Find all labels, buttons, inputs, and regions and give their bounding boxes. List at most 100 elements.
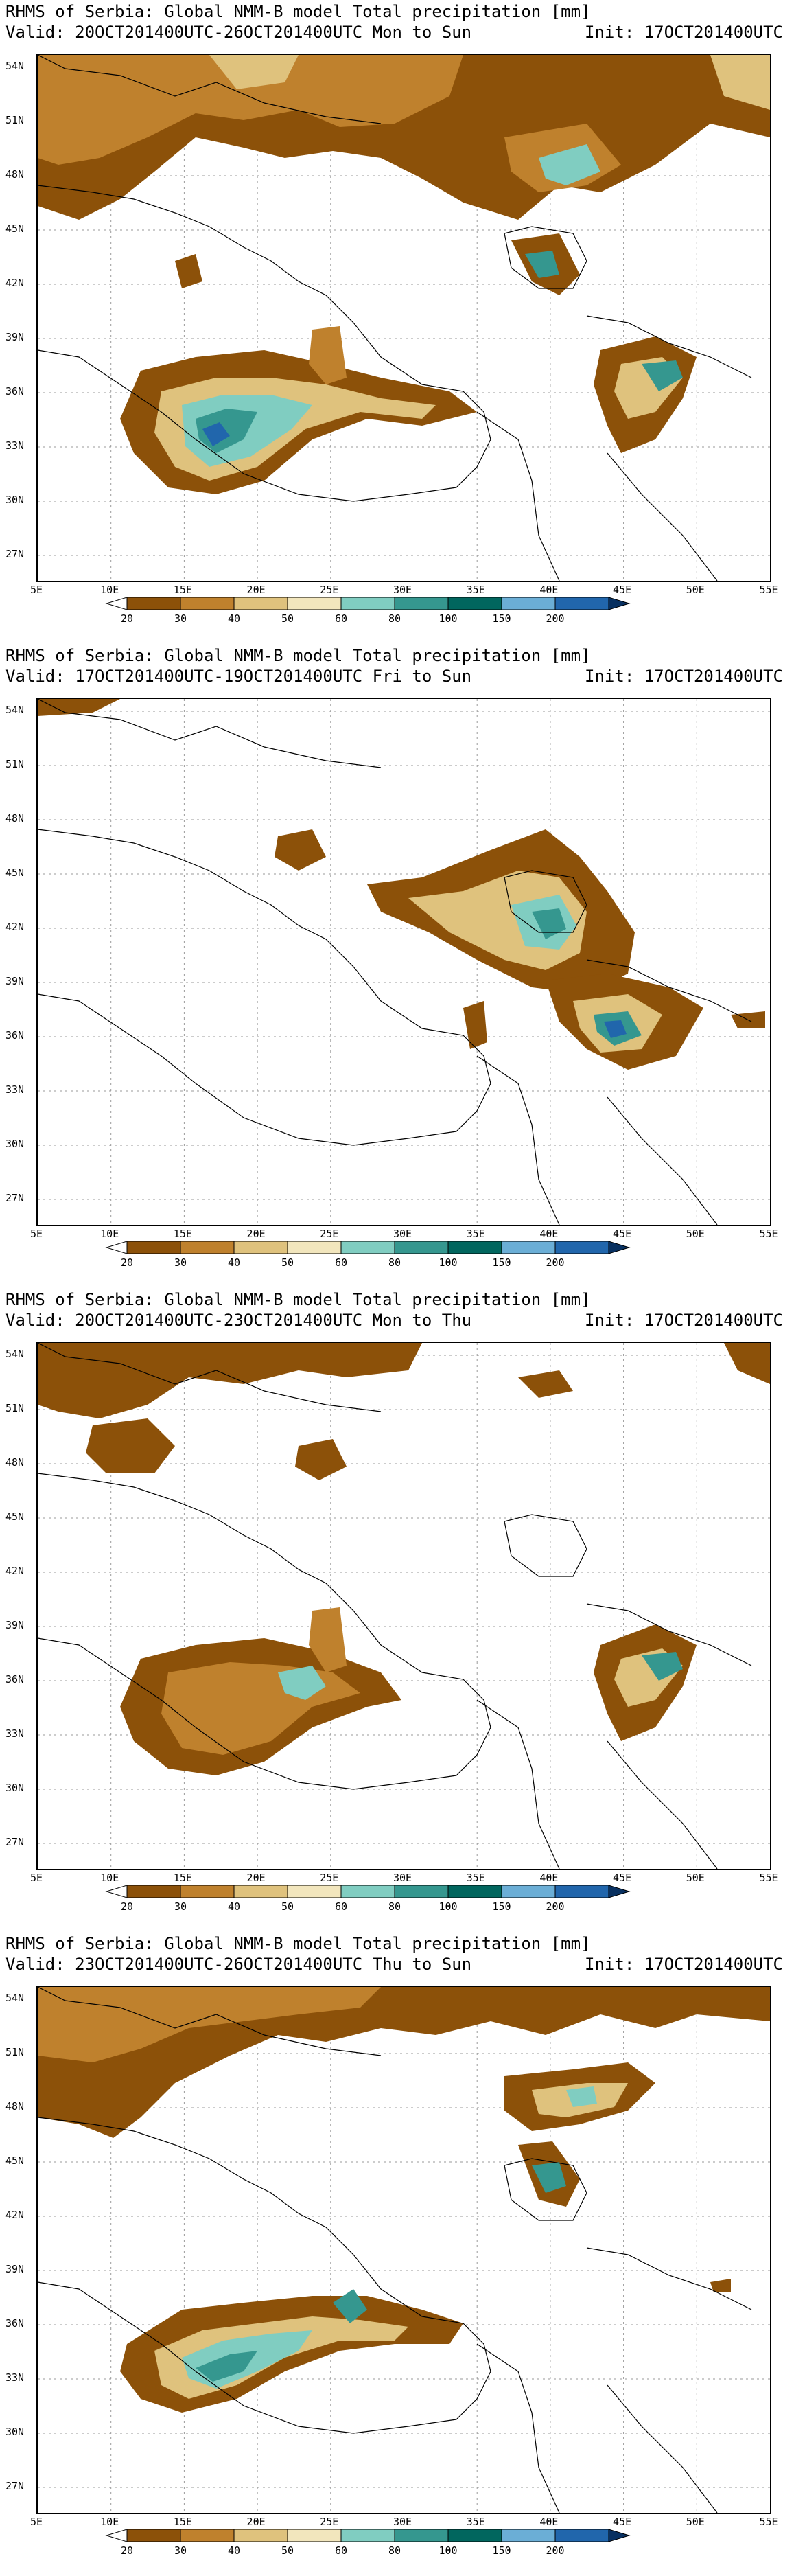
precip-area — [38, 1987, 381, 2062]
lat-tick-label: 39N — [5, 975, 25, 987]
lon-tick-label: 35E — [466, 1228, 485, 1240]
lat-tick-label: 54N — [5, 60, 25, 72]
colorbar-bin — [340, 1885, 395, 1898]
precip-area — [309, 1607, 347, 1672]
colorbar-label: 100 — [439, 2544, 458, 2557]
colorbar-label: 40 — [227, 1256, 241, 1269]
lon-tick-label: 15E — [173, 584, 192, 596]
colorbar-label: 40 — [227, 612, 241, 625]
colorbar-label: 20 — [120, 612, 134, 625]
colorbar-high-extension — [608, 1241, 631, 1254]
colorbar-bin — [501, 2529, 556, 2542]
lat-tick-label: 30N — [5, 494, 25, 506]
map-panel: RHMS of Serbia: Global NMM-B model Total… — [0, 644, 794, 1288]
lon-tick-label: 45E — [613, 1872, 632, 1884]
colorbar-label: 50 — [281, 1256, 294, 1269]
precip-area — [525, 251, 559, 278]
lon-tick-label: 20E — [246, 584, 266, 596]
lon-tick-label: 45E — [613, 1228, 632, 1240]
precip-area — [38, 1343, 422, 1418]
lat-tick-label: 54N — [5, 1348, 25, 1360]
lat-tick-label: 54N — [5, 704, 25, 716]
lon-tick-label: 55E — [759, 1228, 778, 1240]
colorbar-bin — [233, 2529, 288, 2542]
colorbar-bin — [394, 2529, 449, 2542]
lat-tick-label: 45N — [5, 222, 25, 235]
colorbar-swatches — [105, 2529, 631, 2542]
colorbar-bin — [447, 1241, 502, 1254]
colorbar-bin — [340, 1241, 395, 1254]
precipitation-field — [38, 55, 770, 494]
panel-valid-period: Valid: 17OCT201400UTC-19OCT201400UTC Fri… — [5, 667, 472, 686]
precip-area — [202, 422, 230, 446]
map-panel: RHMS of Serbia: Global NMM-B model Total… — [0, 1932, 794, 2576]
colorbar-bin — [447, 1885, 502, 1898]
colorbar-swatches — [105, 1885, 631, 1898]
lon-tick-label: 50E — [686, 1228, 705, 1240]
precipitation-map — [36, 1342, 771, 1870]
colorbar-bin — [180, 1885, 235, 1898]
lat-tick-label: 36N — [5, 1673, 25, 1686]
colorbar-label: 60 — [334, 612, 348, 625]
lon-tick-label: 35E — [466, 584, 485, 596]
colorbar-bin — [180, 1241, 235, 1254]
lat-tick-label: 45N — [5, 1510, 25, 1523]
colorbar-bin — [180, 597, 235, 610]
precip-area — [295, 1439, 347, 1480]
colorbar-label: 20 — [120, 1900, 134, 1913]
colorbar-label: 60 — [334, 1900, 348, 1913]
lon-tick-label: 45E — [613, 2516, 632, 2528]
lon-tick-label: 10E — [100, 1228, 119, 1240]
colorbar: 20 30 40 50 60 80 100 150 200 — [0, 1240, 794, 1281]
colorbar-label: 60 — [334, 1256, 348, 1269]
panel-title: RHMS of Serbia: Global NMM-B model Total… — [5, 1934, 591, 1953]
colorbar-bin — [233, 597, 288, 610]
colorbar: 20 30 40 50 60 80 100 150 200 — [0, 1884, 794, 1925]
lon-lat-grid — [38, 699, 770, 1225]
colorbar-label: 20 — [120, 1256, 134, 1269]
colorbar-high-extension — [608, 597, 631, 610]
colorbar: 20 30 40 50 60 80 100 150 200 — [0, 2528, 794, 2569]
colorbar-high-extension — [608, 1885, 631, 1898]
colorbar-label: 100 — [439, 612, 458, 625]
coastlines — [38, 1987, 752, 2513]
colorbar-label: 80 — [388, 2544, 401, 2557]
lon-tick-label: 50E — [686, 1872, 705, 1884]
colorbar-label: 100 — [439, 1256, 458, 1269]
colorbar-label: 30 — [174, 612, 187, 625]
colorbar-low-extension — [105, 2529, 128, 2542]
map-canvas — [38, 55, 770, 581]
precip-area — [196, 2351, 257, 2382]
lon-tick-label: 15E — [173, 1228, 192, 1240]
colorbar-bin — [501, 597, 556, 610]
colorbar-bin — [287, 1885, 342, 1898]
lat-tick-label: 27N — [5, 1836, 25, 1848]
lat-tick-label: 45N — [5, 2154, 25, 2167]
lon-tick-label: 55E — [759, 584, 778, 596]
lon-tick-label: 10E — [100, 1872, 119, 1884]
lon-tick-label: 45E — [613, 584, 632, 596]
lat-tick-label: 45N — [5, 866, 25, 879]
colorbar-label: 200 — [546, 2544, 565, 2557]
panel-init-time: Init: 17OCT201400UTC — [585, 1311, 783, 1330]
precip-area — [642, 360, 683, 391]
colorbar-bin — [287, 2529, 342, 2542]
colorbar-label: 150 — [492, 1900, 511, 1913]
lon-tick-label: 20E — [246, 1872, 266, 1884]
colorbar-bin — [126, 597, 181, 610]
colorbar-high-extension — [608, 2529, 631, 2542]
colorbar-label: 20 — [120, 2544, 134, 2557]
precip-area — [724, 1343, 770, 1384]
lon-tick-label: 30E — [393, 1228, 412, 1240]
colorbar-label: 80 — [388, 1256, 401, 1269]
precip-area — [278, 1666, 326, 1700]
map-canvas — [38, 1343, 770, 1869]
colorbar-low-extension — [105, 597, 128, 610]
precip-area — [642, 1652, 683, 1681]
colorbar-bin — [554, 2529, 609, 2542]
panel-title: RHMS of Serbia: Global NMM-B model Total… — [5, 1290, 591, 1309]
lon-tick-label: 25E — [320, 584, 339, 596]
precip-area — [710, 55, 770, 110]
colorbar-label: 80 — [388, 612, 401, 625]
lat-tick-label: 39N — [5, 2263, 25, 2275]
